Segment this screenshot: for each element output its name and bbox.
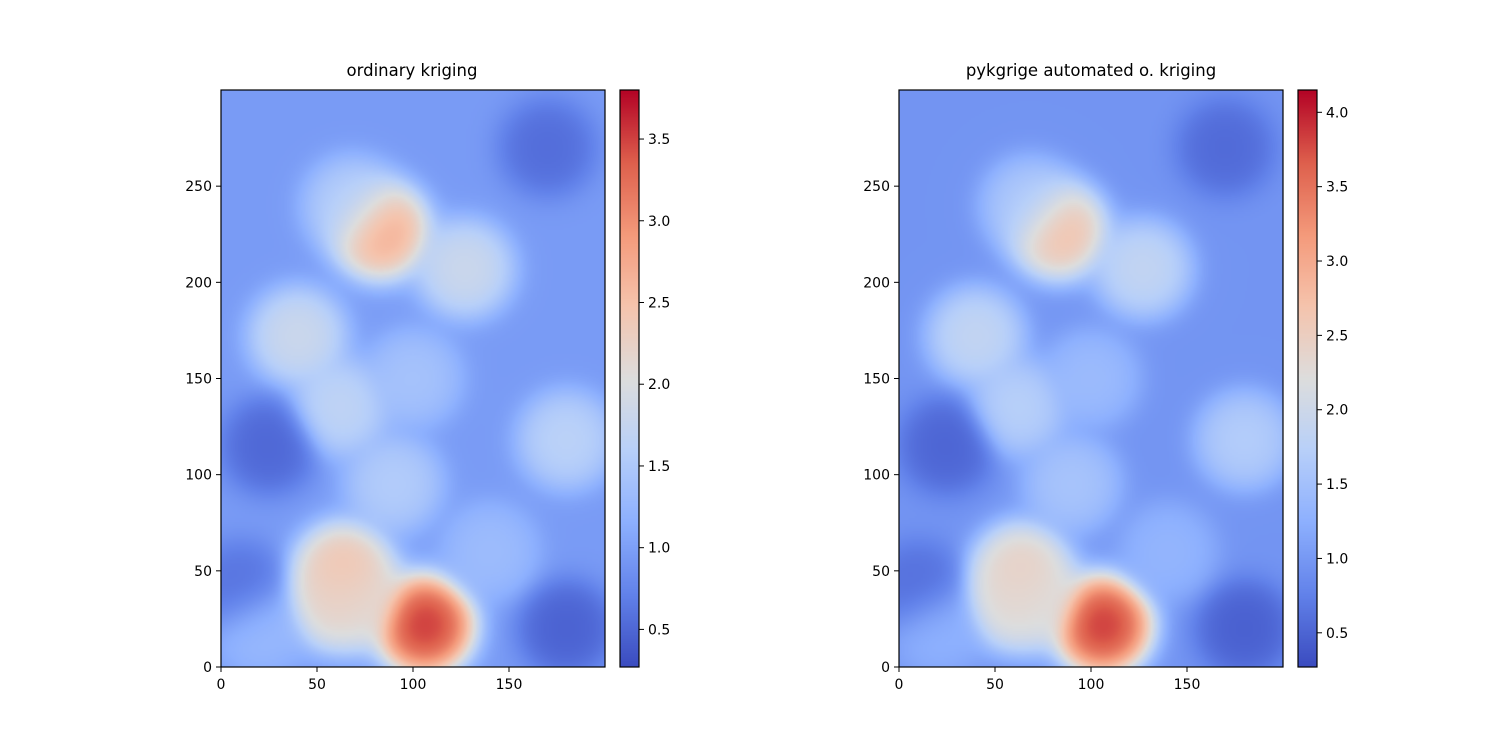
colorbar-axis: 0.5 1.0 1.5 2.0 2.5 3.0 3.5 (639, 132, 670, 638)
x-tick-label: 150 (496, 677, 523, 693)
colorbar-axis: 0.5 1.0 1.5 2.0 2.5 3.0 3.5 4.0 (1317, 105, 1348, 642)
colorbar-image (620, 90, 639, 667)
y-tick-label: 100 (185, 468, 212, 484)
colorbar-tick-label: 2.5 (648, 295, 670, 311)
x-tick-label: 0 (895, 677, 904, 693)
colorbar-tick-label: 1.5 (648, 459, 670, 475)
colorbar-tick-label: 0.5 (1326, 626, 1348, 642)
colorbar-tick-label: 4.0 (1326, 105, 1348, 121)
x-tick-label: 150 (1174, 677, 1201, 693)
colorbar-image (1298, 90, 1317, 667)
colorbar-tick-label: 3.5 (648, 132, 670, 148)
colorbar-frame (619, 89, 640, 668)
y-tick-label: 150 (863, 372, 890, 388)
y-tick-label: 250 (185, 179, 212, 195)
y-tick-label: 100 (863, 468, 890, 484)
y-tick-label: 200 (185, 275, 212, 291)
colorbar-tick-label: 2.0 (1326, 403, 1348, 419)
y-tick-label: 250 (863, 179, 890, 195)
y-tick-label: 50 (872, 564, 890, 580)
x-axis: 0 50 100 150 (217, 667, 523, 693)
x-tick-label: 100 (400, 677, 427, 693)
y-axis: 0 50 100 150 200 250 (863, 179, 899, 676)
colorbar-tick-label: 3.5 (1326, 180, 1348, 196)
colorbar-tick-label: 1.0 (648, 541, 670, 557)
y-tick-label: 150 (185, 372, 212, 388)
x-tick-label: 0 (217, 677, 226, 693)
colorbar-tick-label: 2.0 (648, 377, 670, 393)
chart-title: ordinary kriging (347, 61, 478, 80)
colorbar-frame (1297, 89, 1318, 668)
colorbar-tick-label: 3.0 (1326, 254, 1348, 270)
colorbar-tick-label: 1.5 (1326, 477, 1348, 493)
colorbar-tick-label: 1.0 (1326, 551, 1348, 567)
heatmap-image (221, 90, 605, 667)
colorbar-tick-label: 3.0 (648, 214, 670, 230)
y-axis: 0 50 100 150 200 250 (185, 179, 221, 676)
y-tick-label: 0 (881, 660, 890, 676)
x-tick-label: 100 (1078, 677, 1105, 693)
y-tick-label: 50 (194, 564, 212, 580)
colorbar-tick-label: 0.5 (648, 622, 670, 638)
colorbar-tick-label: 2.5 (1326, 328, 1348, 344)
x-axis: 0 50 100 150 (895, 667, 1201, 693)
x-tick-label: 50 (986, 677, 1004, 693)
panel-ordinary-kriging: ordinary kriging 0 50 100 150 0 50 100 150 200 2… (185, 61, 670, 693)
y-tick-label: 0 (203, 660, 212, 676)
heatmap-image (899, 90, 1283, 667)
x-tick-label: 50 (308, 677, 326, 693)
y-tick-label: 200 (863, 275, 890, 291)
panel-pykgrige-kriging: pykgrige automated o. kriging 0 50 100 150 … (863, 61, 1348, 693)
chart-title: pykgrige automated o. kriging (966, 61, 1216, 80)
